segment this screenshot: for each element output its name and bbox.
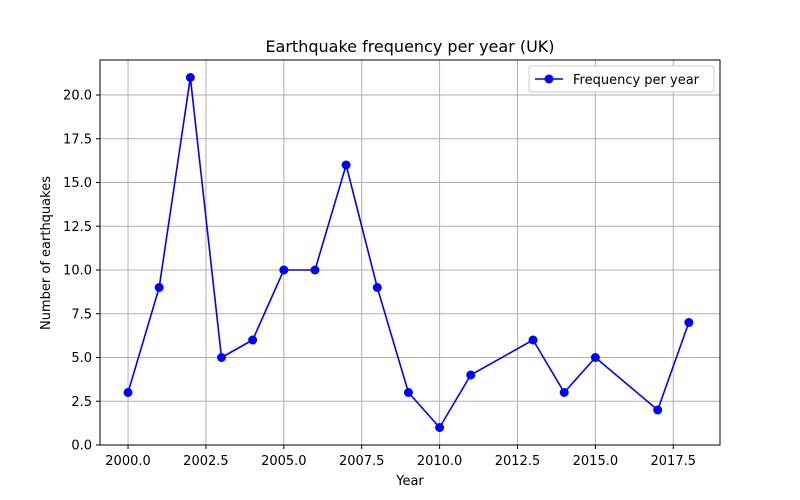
- y-tick-label: 0.0: [71, 439, 92, 454]
- x-tick-label: 2012.5: [495, 454, 541, 469]
- legend-box: [528, 65, 715, 93]
- data-point: [248, 335, 258, 345]
- y-tick-label: 2.5: [71, 395, 92, 410]
- legend: Frequency per year: [528, 65, 715, 93]
- y-tick-label: 10.0: [63, 264, 92, 279]
- data-point: [279, 265, 289, 275]
- x-axis-ticks: 2000.0 2002.5 2005.0 2007.5 2010.0 2012.5 2015…: [105, 445, 696, 469]
- data-point: [217, 353, 227, 362]
- data-point: [435, 423, 445, 432]
- data-point: [653, 405, 663, 415]
- data-point: [310, 265, 320, 275]
- data-point: [154, 283, 164, 292]
- data-point: [684, 318, 694, 327]
- x-tick-label: 2017.5: [651, 454, 697, 469]
- y-tick-label: 20.0: [63, 89, 92, 104]
- x-tick-label: 2015.0: [573, 454, 619, 469]
- data-point: [590, 353, 600, 362]
- chart-title: Earthquake frequency per year (UK): [265, 37, 554, 56]
- y-axis-label: Number of earthquakes: [39, 176, 54, 330]
- data-point: [466, 370, 476, 380]
- x-tick-label: 2000.0: [105, 454, 151, 469]
- data-point: [403, 388, 413, 397]
- data-point: [372, 283, 382, 292]
- x-axis-label: Year: [395, 474, 424, 489]
- x-tick-label: 2010.0: [417, 454, 463, 469]
- data-point: [528, 335, 538, 345]
- y-tick-label: 15.0: [63, 176, 92, 191]
- x-tick-label: 2007.5: [339, 454, 385, 469]
- x-tick-label: 2005.0: [261, 454, 307, 469]
- y-tick-label: 7.5: [71, 307, 92, 322]
- y-tick-label: 12.5: [63, 220, 92, 235]
- plot-frame: [99, 59, 721, 446]
- legend-marker-sample: [544, 74, 554, 84]
- legend-label: Frequency per year: [573, 73, 700, 88]
- y-tick-label: 17.5: [63, 132, 92, 147]
- series-layer: [123, 73, 694, 432]
- y-axis-ticks: 0.0 2.5 5.0 7.5 10.0 12.5 15.0 17.5 20.0: [63, 89, 100, 454]
- data-point: [341, 160, 351, 170]
- data-point: [123, 388, 133, 397]
- data-point: [559, 388, 569, 397]
- data-point: [185, 73, 195, 82]
- y-tick-label: 5.0: [71, 351, 92, 366]
- x-tick-label: 2002.5: [183, 454, 229, 469]
